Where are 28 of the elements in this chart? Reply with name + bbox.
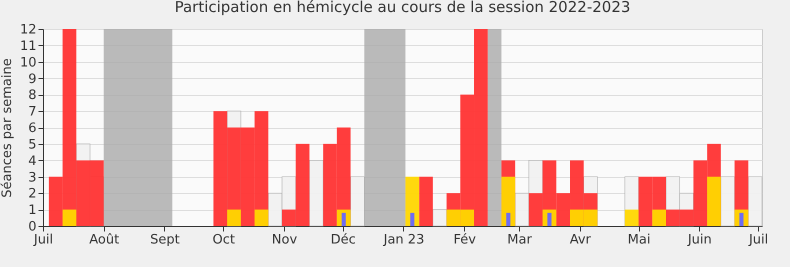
x-tick-label: Fév	[453, 232, 476, 248]
y-tick-label: 1	[28, 203, 36, 218]
y-tick-label: 2	[28, 186, 36, 202]
x-tick-label: Juin	[686, 232, 712, 248]
x-tick-label: Mai	[628, 232, 650, 248]
x-tick-label: Août	[89, 232, 120, 248]
x-tick-label: Mar	[507, 232, 532, 248]
y-tick-label: 6	[28, 121, 36, 136]
x-tick-label: Sept	[150, 232, 180, 248]
y-tick-label: 3	[28, 170, 36, 186]
x-tick-label: Juil	[748, 232, 768, 248]
y-tick-label: 10	[20, 55, 36, 70]
x-tick-label: Nov	[272, 232, 298, 248]
x-tick-label: Avr	[570, 232, 592, 248]
y-tick-label: 7	[28, 104, 36, 120]
y-tick-label: 4	[28, 154, 36, 169]
y-axis-title: Séances par semaine	[0, 58, 15, 198]
x-tick-label: Juil	[32, 232, 54, 248]
x-tick-label: Oct	[212, 232, 235, 248]
y-tick-label: 5	[28, 137, 36, 152]
y-tick-label: 12	[20, 22, 36, 38]
x-tick-label: Déc	[330, 232, 356, 248]
y-tick-label: 11	[20, 38, 36, 54]
chart-title: Participation en hémicycle au cours de la session 2022-2023	[174, 0, 630, 16]
y-tick-label: 9	[28, 72, 36, 87]
x-tick-label: Jan 23	[382, 232, 424, 248]
y-tick-label: 8	[28, 88, 36, 104]
y-tick-label: 0	[28, 220, 36, 234]
